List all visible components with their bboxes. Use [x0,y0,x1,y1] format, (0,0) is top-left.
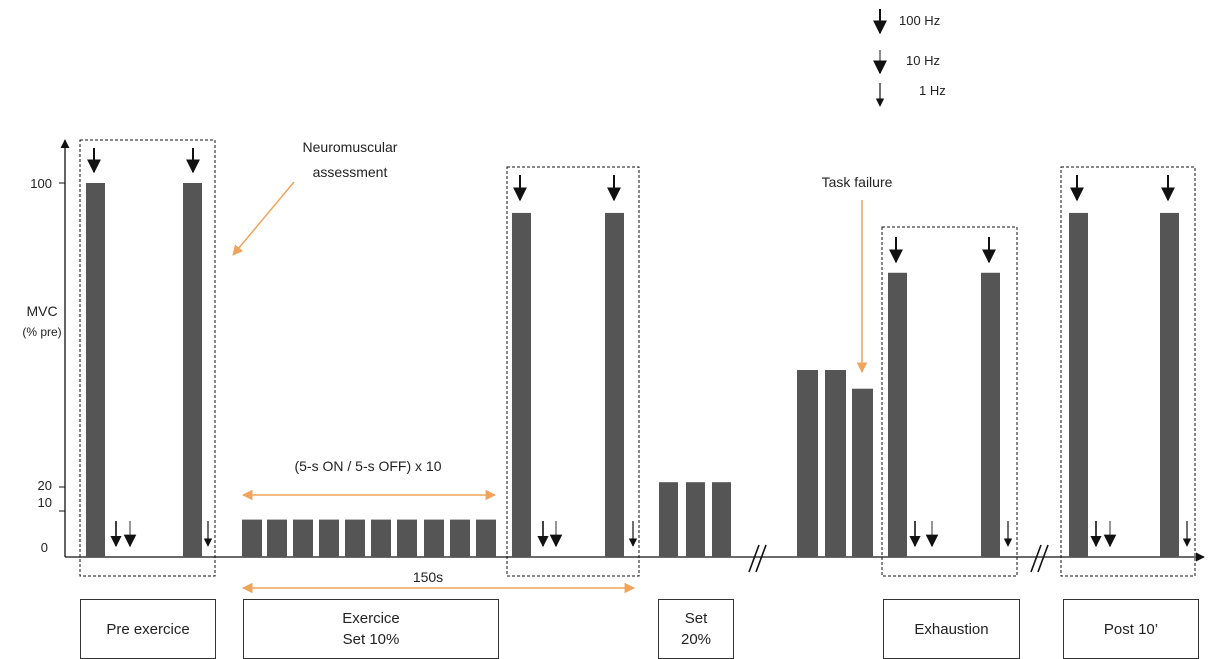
y-tick-label-100: 100 [30,176,52,191]
bar-2-5 [345,519,365,557]
y-axis-label: MVC [26,303,57,319]
phase-box-exhaustion: Exhaustion [883,599,1020,659]
bar-1-1 [86,183,105,557]
bar-4-2 [686,482,705,557]
assessment-box-exhaustion [881,226,1018,577]
bar-2-9 [450,519,470,557]
assessment-box-pre [79,139,216,577]
task-failure-label: Task failure [822,174,893,190]
duration-label: 150s [413,569,443,585]
phase-box-pre-exercice: Pre exercice [80,599,216,659]
y-tick-label-10: 10 [38,495,52,510]
axis-break-1 [748,544,767,573]
bar-1-2 [183,183,202,557]
bar-2-3 [293,519,313,557]
assessment-boxes [79,139,1196,577]
bar-5-1 [797,370,818,557]
legend-label-10hz: 10 Hz [906,53,940,68]
bar-7-2 [1160,212,1179,558]
assessment-box-mid [506,166,640,577]
assessment-label: assessment [313,164,388,180]
axis-break-2 [1030,544,1049,573]
y-axis-sublabel: (% pre) [22,325,61,339]
y-tick-label-0: 0 [41,540,48,555]
neuromuscular-pointer [232,181,295,256]
phase-box-set-20: Set 20% [658,599,734,659]
y-tick-label-20: 20 [38,478,52,493]
phase-box-post-10: Post 10’ [1063,599,1199,659]
bars [86,183,1179,558]
bar-2-8 [424,519,444,557]
bar-7-1 [1069,212,1088,558]
phase-box-exercice-set-10: Exercice Set 10% [243,599,499,659]
bar-5-2 [825,370,846,557]
bar-3-1 [512,212,531,558]
assessment-box-post [1060,166,1196,577]
legend: 100 Hz 10 Hz 1 Hz [873,9,946,107]
neuromuscular-label: Neuromuscular [303,139,398,155]
bar-2-2 [267,519,287,557]
bar-3-2 [605,212,624,558]
bar-4-3 [712,482,731,557]
protocol-label: (5-s ON / 5-s OFF) x 10 [294,458,441,474]
bar-2-7 [397,519,417,557]
bar-2-1 [242,519,262,557]
stimulation-arrows [87,148,1192,548]
legend-label-1hz: 1 Hz [919,83,946,98]
bar-5-3 [852,388,873,557]
bar-6-2 [981,272,1000,557]
bar-4-1 [659,482,678,557]
bar-6-1 [888,272,907,557]
bar-2-10 [476,519,496,557]
bar-2-4 [319,519,339,557]
bar-2-6 [371,519,391,557]
legend-label-100hz: 100 Hz [899,13,940,28]
